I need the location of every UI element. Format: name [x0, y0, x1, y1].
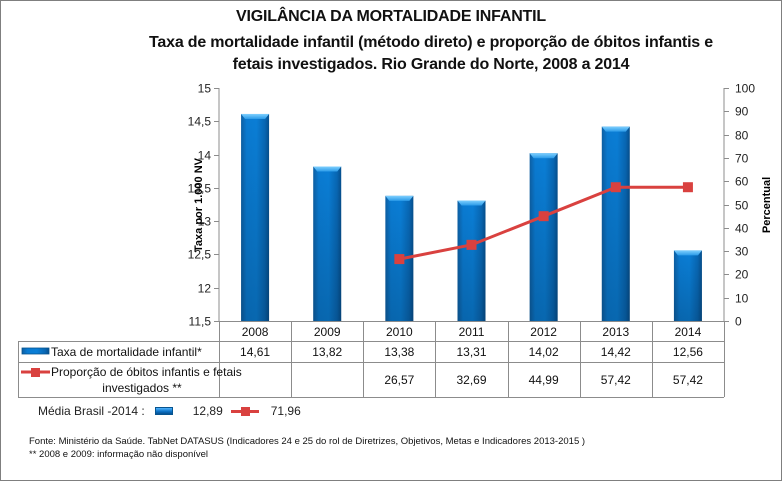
line-marker: [538, 211, 549, 222]
bar-2011: [457, 200, 486, 321]
bar-cap: [457, 200, 486, 206]
right-axis-tick-label: 80: [735, 129, 749, 143]
bar-2010: [385, 195, 414, 321]
bar-cap: [385, 195, 414, 201]
line-value-label: 32,69: [456, 373, 486, 387]
right-axis-tick-label: 30: [735, 245, 749, 259]
bar-shade: [241, 113, 270, 321]
bar-value-label: 14,42: [601, 345, 631, 359]
right-axis-tick-label: 20: [735, 268, 749, 282]
bar-2013: [601, 126, 630, 322]
line-value-label: 57,42: [673, 373, 703, 387]
right-axis-title: Percentual: [761, 177, 773, 233]
left-axis-tick-label: 14: [198, 149, 212, 163]
left-axis-title: Taxa por 1.000 NV: [193, 157, 205, 252]
bar-value-label: 13,38: [384, 345, 414, 359]
right-axis-tick-label: 100: [735, 82, 755, 96]
bar-shade: [457, 200, 486, 321]
line-value-label: 44,99: [529, 373, 559, 387]
bar-cap: [673, 250, 702, 256]
chart-subtitle-line1: Taxa de mortalidade infantil (método dir…: [149, 34, 713, 51]
data-table: 2008 2009 2010 2011 2012 2013 2014 14,61 13,82 13…: [18, 321, 725, 398]
media-brasil-legend: Média Brasil -2014 : 12,89 71,96: [38, 404, 309, 418]
line-value-label: 57,42: [601, 373, 631, 387]
left-axis-tick-label: 13: [198, 215, 212, 229]
left-axis-tick-label: 14,5: [188, 115, 212, 129]
bar-2014: [673, 250, 702, 321]
bar-cap: [601, 126, 630, 132]
bar-series-name: Taxa de mortalidade infantil*: [51, 345, 202, 359]
bar-value-label: 14,61: [240, 345, 270, 359]
bar-shade: [529, 153, 558, 321]
bar-value-label: 12,56: [673, 345, 703, 359]
right-axis-tick-label: 50: [735, 199, 749, 213]
category-label: 2009: [314, 325, 341, 339]
left-axis-tick-label: 12,5: [188, 248, 212, 262]
bar-series-key-icon: [21, 347, 50, 355]
availability-note: ** 2008 e 2009: informação não disponíve…: [29, 449, 209, 460]
bar-2009: [313, 166, 342, 321]
right-axis-tick-label: 0: [735, 315, 742, 329]
bar-value-label: 14,02: [529, 345, 559, 359]
bar-value-label: 13,82: [312, 345, 342, 359]
media-brasil-label: Média Brasil -2014 :: [38, 404, 145, 418]
left-axis-tick-label: 15: [198, 82, 212, 96]
bar-2008: [241, 113, 270, 321]
bar-cap: [241, 113, 270, 119]
category-label: 2010: [386, 325, 413, 339]
bar-shade: [673, 250, 702, 321]
bar-series: [241, 113, 702, 322]
category-label: 2014: [675, 325, 702, 339]
bar-shade: [601, 126, 630, 322]
line-value-label: 26,57: [384, 373, 414, 387]
right-axis-tick-label: 60: [735, 175, 749, 189]
chart-subtitle-line2: fetais investigados. Rio Grande do Norte…: [232, 56, 630, 73]
right-axis-tick-label: 70: [735, 152, 749, 166]
line-series-name-line2: investigados **: [102, 381, 182, 395]
line-marker: [682, 182, 693, 193]
category-label: 2011: [459, 325, 485, 339]
bar-cap: [529, 153, 558, 159]
category-label: 2013: [602, 325, 629, 339]
axes: 11,5 12 12,5 13 13,5 14 14,5 15 0 10 20 30 40 50 60 70 8…: [188, 82, 756, 329]
line-marker: [466, 239, 477, 250]
media-brasil-bar-value: 12,89: [192, 404, 223, 418]
right-axis-tick-label: 40: [735, 222, 749, 236]
line-marker-legend-icon: [230, 406, 259, 416]
line-series-name-line1: Proporção de óbitos infantis e fetais: [51, 365, 242, 379]
category-label: 2008: [242, 325, 269, 339]
line-marker: [610, 182, 621, 193]
right-axis-tick-label: 10: [735, 292, 749, 306]
source-note: Fonte: Ministério da Saúde. TabNet DATAS…: [29, 436, 586, 447]
left-axis-tick-label: 12: [198, 282, 212, 296]
left-axis-tick-label: 11,5: [189, 315, 212, 329]
footnotes: Fonte: Ministério da Saúde. TabNet DATAS…: [29, 435, 585, 461]
bar-shade: [313, 166, 342, 321]
chart-title: VIGILÂNCIA DA MORTALIDADE INFANTIL: [236, 8, 546, 25]
category-label: 2012: [530, 325, 557, 339]
left-axis-tick-label: 13,5: [188, 182, 212, 196]
right-axis-tick-label: 90: [735, 105, 749, 119]
bar-legend-icon: [154, 407, 173, 415]
bar-value-label: 13,31: [456, 345, 486, 359]
line-series: [394, 182, 693, 265]
bar-cap: [313, 166, 342, 172]
bar-2012: [529, 153, 558, 321]
media-brasil-line-value: 71,96: [270, 404, 301, 418]
line-marker: [394, 254, 405, 265]
line-series-key-marker: [31, 368, 40, 377]
